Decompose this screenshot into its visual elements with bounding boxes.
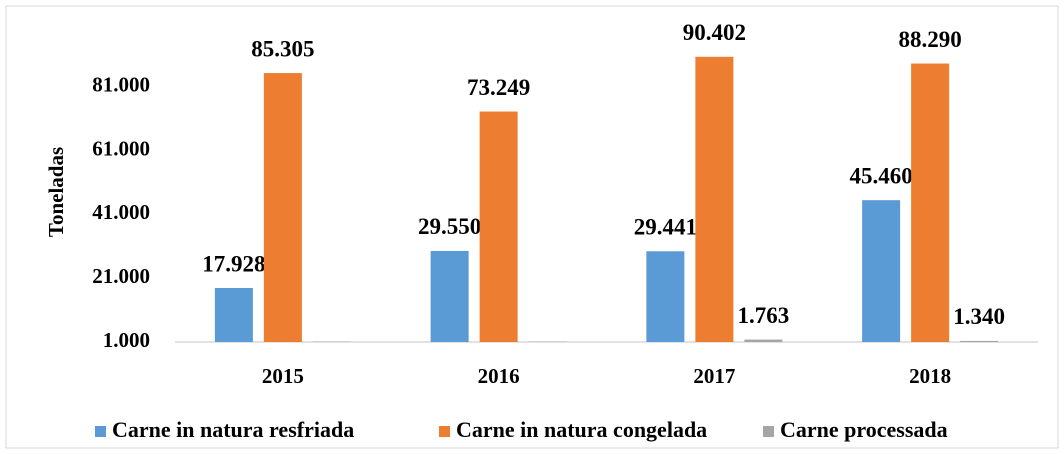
data-label: 45.460 (850, 163, 913, 188)
legend-swatch (95, 426, 106, 437)
x-tick-label: 2017 (693, 364, 735, 388)
data-label: 88.290 (899, 27, 962, 52)
x-tick-label: 2016 (478, 364, 520, 388)
bar (430, 250, 469, 342)
y-axis-label: Toneladas (44, 147, 68, 237)
y-tick-label: 1.000 (103, 328, 150, 352)
y-tick-label: 41.000 (92, 200, 150, 224)
bar (744, 339, 783, 342)
data-label: 29.550 (418, 214, 481, 239)
y-tick-label: 81.000 (92, 73, 150, 97)
data-label: 90.402 (683, 20, 746, 45)
legend-swatch (439, 426, 450, 437)
bar (862, 200, 901, 342)
data-label: 17.928 (202, 251, 265, 276)
data-label: 73.249 (467, 75, 530, 100)
bar (214, 287, 253, 342)
x-tick-label: 2015 (262, 364, 304, 388)
bar (646, 251, 685, 342)
y-tick-label: 61.000 (92, 136, 150, 160)
y-tick-label: 21.000 (92, 264, 150, 288)
legend-label: Carne in natura resfriada (112, 417, 354, 442)
legend-label: Carne processada (780, 417, 948, 442)
bar (263, 73, 302, 342)
chart-frame (5, 5, 1059, 449)
data-label: 29.441 (634, 215, 697, 240)
bar (695, 56, 734, 343)
bar (911, 63, 950, 343)
data-label: 85.305 (251, 36, 314, 61)
bar (479, 111, 518, 342)
legend-swatch (763, 426, 774, 437)
data-label: 1.340 (953, 304, 1005, 329)
bar (960, 340, 999, 342)
x-tick-label: 2018 (909, 364, 951, 388)
legend-label: Carne in natura congelada (456, 417, 707, 442)
data-label: 1.763 (738, 303, 790, 328)
